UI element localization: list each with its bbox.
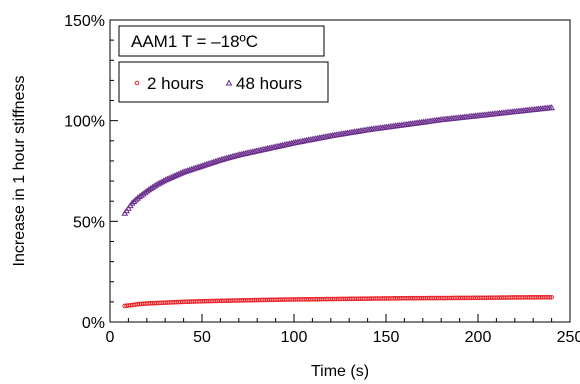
y-axis-title: Increase in 1 hour stiffness xyxy=(11,76,28,267)
data-point-48-hours xyxy=(217,156,225,163)
data-point-48-hours xyxy=(223,154,231,161)
data-point-48-hours xyxy=(216,156,223,163)
legend-marker-2-hours xyxy=(134,80,140,86)
chart-title: AAM1 T = –18ºC xyxy=(131,32,258,51)
data-point-2-hours xyxy=(547,294,553,300)
data-point-48-hours xyxy=(130,197,138,204)
data-point-48-hours xyxy=(225,154,233,161)
y-tick-label: 100% xyxy=(64,114,105,131)
series-48-hours xyxy=(121,104,555,216)
data-point-48-hours xyxy=(132,196,140,203)
x-tick-label: 50 xyxy=(193,329,211,346)
data-point-48-hours xyxy=(230,152,238,159)
x-tick-label: 200 xyxy=(465,329,492,346)
legend: 2 hours 48 hours xyxy=(118,61,329,103)
title-box-frame xyxy=(118,25,325,57)
data-point-48-hours xyxy=(138,191,145,198)
y-tick-label: 0% xyxy=(82,315,105,332)
x-tick-label: 0 xyxy=(106,329,115,346)
data-point-48-hours xyxy=(232,152,240,159)
y-tick-label: 50% xyxy=(73,214,105,231)
data-point-48-hours xyxy=(548,104,555,111)
plot-marks xyxy=(121,104,555,309)
plot-frame xyxy=(109,19,571,323)
legend-frame xyxy=(118,61,329,103)
data-point-48-hours xyxy=(134,194,142,201)
data-point-48-hours xyxy=(139,190,147,197)
data-point-48-hours xyxy=(227,153,234,160)
x-tick-label: 150 xyxy=(373,329,400,346)
series-2-hours xyxy=(122,294,554,309)
x-tick-label: 250 xyxy=(557,329,580,346)
data-point-48-hours xyxy=(136,193,143,200)
data-point-2-hours xyxy=(549,294,554,300)
data-point-48-hours xyxy=(128,199,136,206)
data-point-48-hours xyxy=(219,155,227,162)
chart-title-box: AAM1 T = –18ºC xyxy=(118,25,325,57)
legend-marker-48-hours xyxy=(225,79,233,86)
axis-ticks: 0 50 100 150 200 250 0% 50% 100% 150% xyxy=(64,13,580,346)
x-tick-label: 100 xyxy=(281,329,308,346)
y-tick-label: 150% xyxy=(64,13,105,30)
legend-label-48-hours: 48 hours xyxy=(236,74,302,93)
x-axis-title: Time (s) xyxy=(311,363,369,380)
legend-label-2-hours: 2 hours xyxy=(147,74,204,93)
